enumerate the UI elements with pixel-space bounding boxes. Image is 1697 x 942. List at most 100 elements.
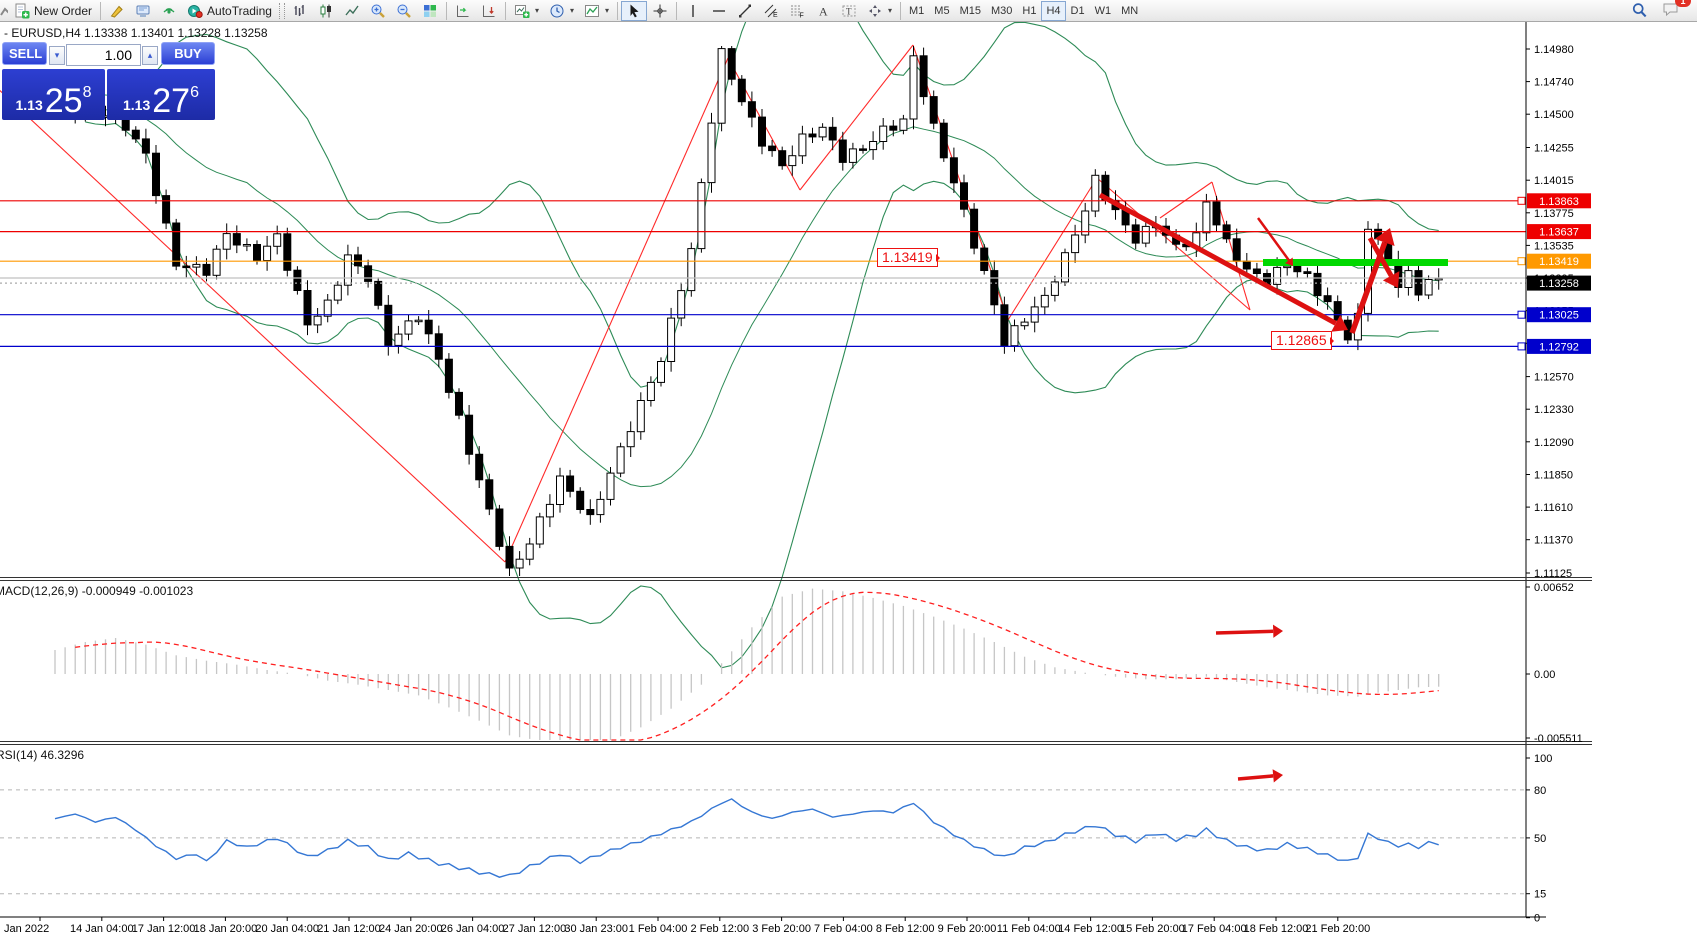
equidistant-channel-button[interactable]: E	[758, 1, 784, 21]
arrows-button[interactable]: ▾	[862, 1, 897, 21]
svg-text:1.13637: 1.13637	[1539, 227, 1579, 239]
timeframe-m15-button[interactable]: M15	[955, 1, 986, 21]
timeframe-mn-button[interactable]: MN	[1116, 1, 1143, 21]
metaeditor-icon	[110, 5, 123, 18]
lot-increase-button[interactable]: ▴	[142, 46, 158, 65]
rsi-level-lines	[0, 789, 1526, 895]
new-order-label: New Order	[34, 3, 93, 18]
toolbar-grip	[278, 2, 285, 19]
chart-shift-button[interactable]	[450, 1, 476, 21]
svg-text:9 Feb 20:00: 9 Feb 20:00	[938, 923, 997, 935]
rsi-panel-splitter[interactable]	[0, 739, 1526, 745]
zoom-out-button[interactable]	[391, 1, 417, 21]
indicators-button[interactable]: ▾	[579, 1, 614, 21]
signal-button[interactable]	[156, 1, 182, 21]
svg-text:1.11370: 1.11370	[1534, 535, 1573, 547]
new-chart-button[interactable]: ▾	[509, 1, 544, 21]
green-highlight-line[interactable]	[1263, 259, 1448, 266]
fibonacci-icon: F	[791, 5, 804, 19]
resistance-callout[interactable]: 1.13419	[877, 248, 940, 267]
chart-autoscroll-button[interactable]	[476, 1, 502, 21]
timeframe-h4-button[interactable]: H4	[1041, 0, 1066, 21]
svg-text:17 Jan 12:00: 17 Jan 12:00	[132, 923, 196, 935]
cursor-button[interactable]	[621, 0, 647, 21]
macd-axis[interactable]: 0.00652 0.00 -0.005511	[1525, 582, 1583, 745]
price-axis[interactable]: 1.14980 1.14740 1.14500 1.14255 1.14015 1.137…	[1517, 22, 1591, 917]
svg-text:21 Feb 20:00: 21 Feb 20:00	[1305, 923, 1370, 935]
annotation-arrows[interactable]	[1098, 192, 1400, 783]
timeframe-d1-button[interactable]: D1	[1066, 1, 1090, 21]
crosshair-button[interactable]	[647, 1, 673, 21]
svg-text:F: F	[800, 12, 804, 19]
svg-text:20 Jan 04:00: 20 Jan 04:00	[255, 923, 319, 935]
macd-signal-line	[75, 591, 1439, 741]
lot-size-input[interactable]	[66, 44, 141, 66]
timeframe-m5-button[interactable]: M5	[929, 1, 954, 21]
sell-price-pip: 8	[82, 84, 92, 101]
buy-price-pip: 6	[190, 84, 199, 101]
sell-button[interactable]: SELL	[2, 42, 47, 65]
timeframe-w1-button[interactable]: W1	[1090, 1, 1117, 21]
bar-chart-button[interactable]	[287, 1, 313, 21]
svg-text:18 Feb 12:00: 18 Feb 12:00	[1244, 923, 1309, 935]
svg-text:24 Jan 20:00: 24 Jan 20:00	[379, 923, 443, 935]
text-button[interactable]: A	[810, 1, 836, 21]
app-icon[interactable]	[0, 0, 9, 22]
support-callout[interactable]: 1.12865	[1271, 331, 1334, 350]
trendline-zigzag[interactable]	[0, 44, 1251, 563]
svg-text:11 Feb 04:00: 11 Feb 04:00	[997, 923, 1061, 935]
bar-chart-icon	[294, 4, 304, 16]
zoom-out-icon	[397, 4, 411, 18]
profiles-button[interactable]: ▾	[544, 1, 579, 21]
trendline-button[interactable]	[732, 1, 758, 21]
lot-decrease-button[interactable]: ▾	[49, 46, 65, 65]
new-order-icon	[15, 3, 30, 18]
macd-histogram	[54, 588, 1440, 740]
svg-text:1.11850: 1.11850	[1534, 470, 1573, 482]
text-label-button[interactable]: T	[836, 1, 862, 21]
svg-text:A: A	[819, 4, 828, 18]
new-order-button[interactable]: New Order	[9, 1, 97, 21]
zoom-in-button[interactable]	[365, 1, 391, 21]
svg-text:1.14015: 1.14015	[1534, 175, 1574, 187]
line-chart-button[interactable]	[339, 1, 365, 21]
cursor-icon	[630, 4, 639, 17]
timeframe-m1-button[interactable]: M1	[904, 1, 929, 21]
fibonacci-button[interactable]: F	[784, 1, 810, 21]
svg-text:1.14255: 1.14255	[1534, 143, 1574, 155]
app-icon	[0, 7, 8, 16]
tile-windows-button[interactable]	[417, 1, 443, 21]
svg-text:26 Jan 04:00: 26 Jan 04:00	[441, 923, 505, 935]
metaeditor-button[interactable]	[104, 1, 130, 21]
chart-autoscroll-icon	[482, 5, 495, 17]
symbol-ohlc-text: EURUSD,H4 1.13338 1.13401 1.13228 1.1325…	[11, 26, 268, 40]
rsi-line	[54, 798, 1439, 878]
autotrading-button[interactable]: AutoTrading	[182, 1, 277, 21]
buy-price-display[interactable]: 1.13 27 6	[107, 69, 215, 120]
vertical-line-button[interactable]	[680, 1, 706, 21]
svg-text:1.12570: 1.12570	[1534, 372, 1574, 384]
rsi-axis[interactable]: 100 80 50 15 0	[1525, 746, 1552, 925]
macd-panel-splitter[interactable]	[0, 575, 1526, 581]
svg-text:E: E	[773, 12, 778, 19]
sell-price-display[interactable]: 1.13 25 8	[2, 69, 105, 120]
timeframe-m30-button[interactable]: M30	[986, 1, 1017, 21]
window-dash: -	[4, 26, 8, 40]
candlestick-chart-button[interactable]	[313, 1, 339, 21]
chart-canvas[interactable]: 1.149801.147401.145001.142551.140151.137…	[0, 22, 1697, 942]
svg-text:1.12792: 1.12792	[1539, 341, 1579, 353]
search-button[interactable]	[1626, 1, 1653, 21]
buy-button[interactable]: BUY	[161, 42, 215, 65]
buy-price-main: 27	[152, 82, 191, 120]
timeframe-h1-button[interactable]: H1	[1017, 1, 1041, 21]
horizontal-line-button[interactable]	[706, 1, 732, 21]
notification-badge[interactable]: 1	[1675, 0, 1691, 7]
svg-text:15 Feb 20:00: 15 Feb 20:00	[1120, 923, 1185, 935]
crosshair-icon	[653, 4, 667, 17]
candlestick-chart-icon	[320, 4, 331, 17]
buy-price-prefix: 1.13	[123, 97, 151, 113]
svg-text:27 Jan 12:00: 27 Jan 12:00	[503, 923, 567, 935]
sell-price-main: 25	[44, 82, 83, 120]
terminal-button[interactable]	[130, 1, 156, 21]
